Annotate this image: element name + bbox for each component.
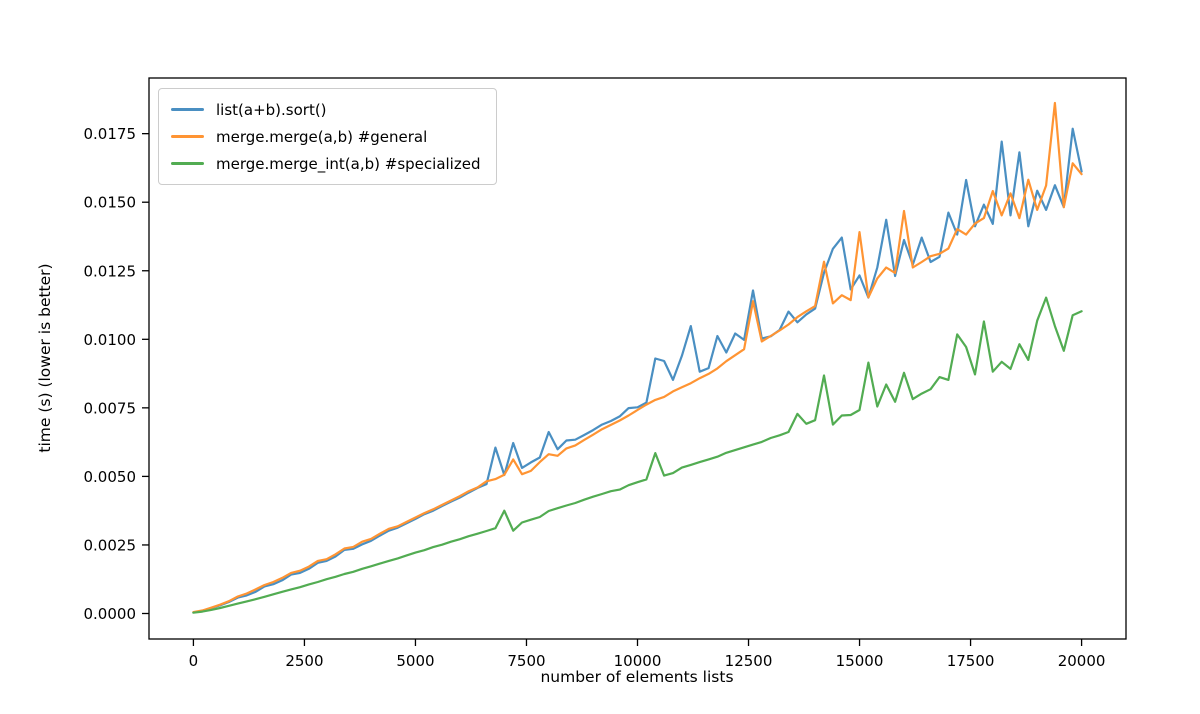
y-tick-label: 0.0100: [84, 331, 137, 349]
x-tick-label: 10000: [614, 652, 662, 670]
y-tick-label: 0.0150: [84, 194, 137, 212]
legend-line-swatch: [171, 135, 204, 138]
y-tick-label: 0.0025: [84, 536, 137, 554]
legend-label: merge.merge_int(a,b) #specialized: [216, 154, 481, 173]
series-line-1: [192, 101, 1083, 614]
legend-line-swatch: [171, 108, 204, 111]
x-tick-label: 7500: [507, 652, 545, 670]
x-tick-label: 0: [189, 652, 199, 670]
legend-label: merge.merge(a,b) #general: [216, 127, 428, 146]
y-tick-label: 0.0075: [84, 399, 137, 417]
legend: list(a+b).sort() merge.merge(a,b) #genera…: [158, 88, 498, 185]
series-line-0: [192, 127, 1083, 614]
legend-item-0: list(a+b).sort(): [171, 96, 480, 123]
legend-line-swatch: [171, 162, 204, 165]
y-tick-label: 0.0050: [84, 468, 137, 486]
y-tick-label: 0.0125: [84, 262, 137, 280]
x-tick-label: 20000: [1058, 652, 1106, 670]
x-tick-label: 2500: [285, 652, 323, 670]
x-axis-label: number of elements lists: [540, 668, 734, 686]
y-tick-label: 0.0000: [84, 605, 137, 623]
x-tick-label: 17500: [947, 652, 995, 670]
legend-item-2: merge.merge_int(a,b) #specialized: [171, 150, 480, 177]
legend-label: list(a+b).sort(): [216, 100, 327, 119]
series-line-2: [192, 296, 1083, 614]
y-axis-label: time (s) (lower is better): [36, 263, 54, 453]
x-tick-label: 5000: [396, 652, 434, 670]
y-tick-label: 0.0175: [84, 125, 137, 143]
x-tick-label: 15000: [836, 652, 884, 670]
x-tick-label: 12500: [725, 652, 773, 670]
legend-item-1: merge.merge(a,b) #general: [171, 123, 480, 150]
